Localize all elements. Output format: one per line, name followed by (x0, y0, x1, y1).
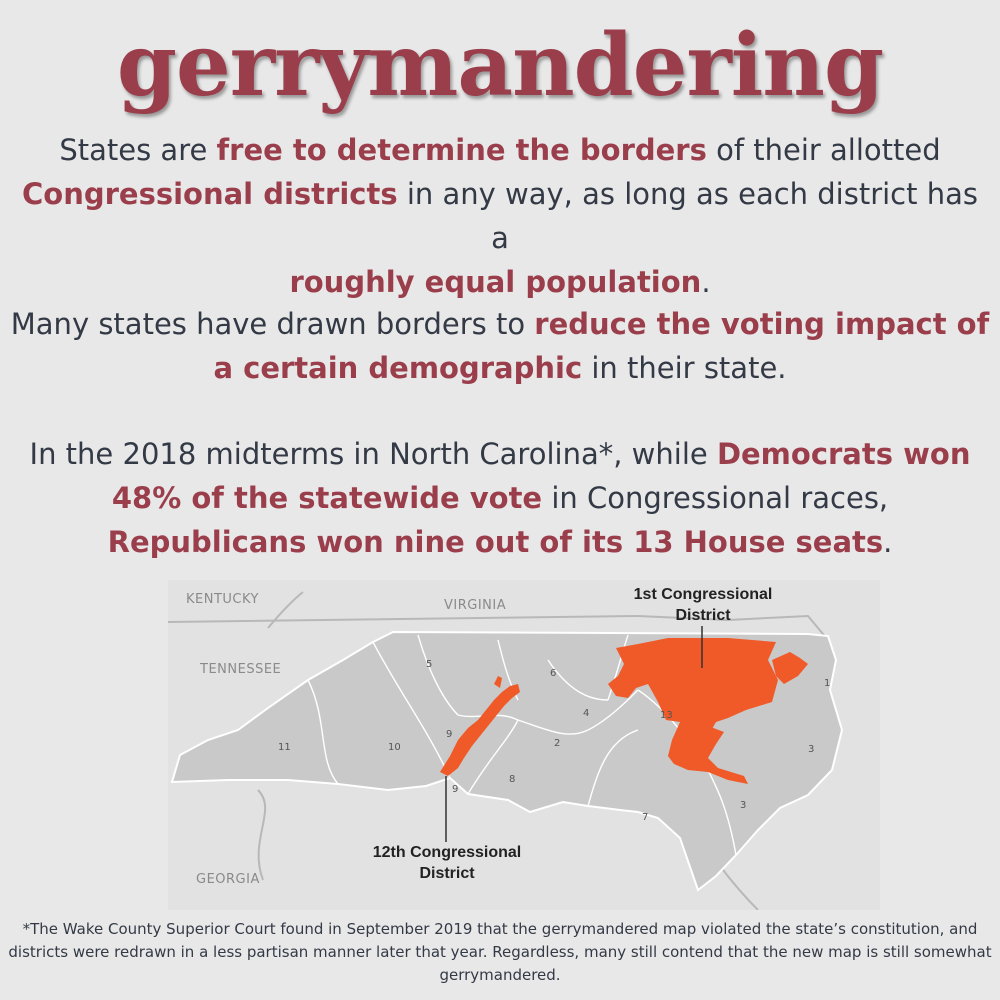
highlight-democrats-vote: Democrats won 48% of the statewide vote (111, 437, 971, 515)
district-12-shape (440, 684, 520, 776)
district-1-shape (608, 638, 778, 766)
district-1-eastern-arm (772, 652, 808, 684)
tennessee-label: TENNESSEE (200, 662, 282, 677)
virginia-label: VIRGINIA (444, 598, 507, 613)
district-number: 9 (446, 729, 452, 740)
district-number: 5 (426, 659, 432, 670)
footnote: *The Wake County Superior Court found in… (8, 920, 992, 984)
georgia-label: GEORGIA (196, 872, 260, 887)
highlight-free-borders: free to determine the borders (216, 133, 707, 167)
north-carolina-district-map: 11 10 5 6 4 13 1 2 9 9 8 7 3 3 KENTUCKY … (168, 580, 880, 910)
demographic-paragraph: Many states have drawn borders to reduce… (10, 307, 990, 385)
district-numbers: 11 10 5 6 4 13 1 2 9 9 8 7 3 3 (278, 659, 830, 823)
district-1-callout: 1st Congressional District (633, 586, 773, 624)
district-number: 11 (278, 742, 291, 753)
virginia-border (168, 614, 829, 641)
district-map-svg: 11 10 5 6 4 13 1 2 9 9 8 7 3 3 (168, 580, 880, 910)
highlight-congressional-districts: Congressional districts (22, 177, 398, 211)
district-number: 2 (554, 738, 560, 749)
district-number: 3 (740, 800, 746, 811)
north-carolina-paragraph: In the 2018 midterms in North Carolina*,… (29, 437, 971, 559)
district-12-north-arm (494, 676, 502, 688)
highlight-voting-impact: reduce the voting impact of a certain de… (213, 307, 990, 385)
district-number: 8 (509, 774, 515, 785)
kentucky-border (267, 591, 304, 629)
district-number: 3 (808, 744, 814, 755)
district-number: 4 (583, 708, 589, 719)
intro-paragraph: States are free to determine the borders… (22, 133, 978, 299)
district-number: 9 (452, 784, 458, 795)
page-title: gerrymandering (116, 15, 884, 116)
highlight-equal-population: roughly equal population (289, 265, 702, 299)
district-number: 13 (660, 710, 673, 721)
district-number: 10 (388, 742, 401, 753)
highlight-republican-seats: Republicans won nine out of its 13 House… (107, 525, 884, 559)
district-number: 7 (642, 812, 648, 823)
kentucky-label: KENTUCKY (186, 592, 259, 607)
district-12-callout: 12th Congressional District (372, 844, 522, 882)
georgia-border (257, 789, 267, 881)
district-number: 1 (824, 678, 830, 689)
district-1-southern-arm (668, 722, 748, 784)
district-number: 6 (550, 668, 556, 679)
